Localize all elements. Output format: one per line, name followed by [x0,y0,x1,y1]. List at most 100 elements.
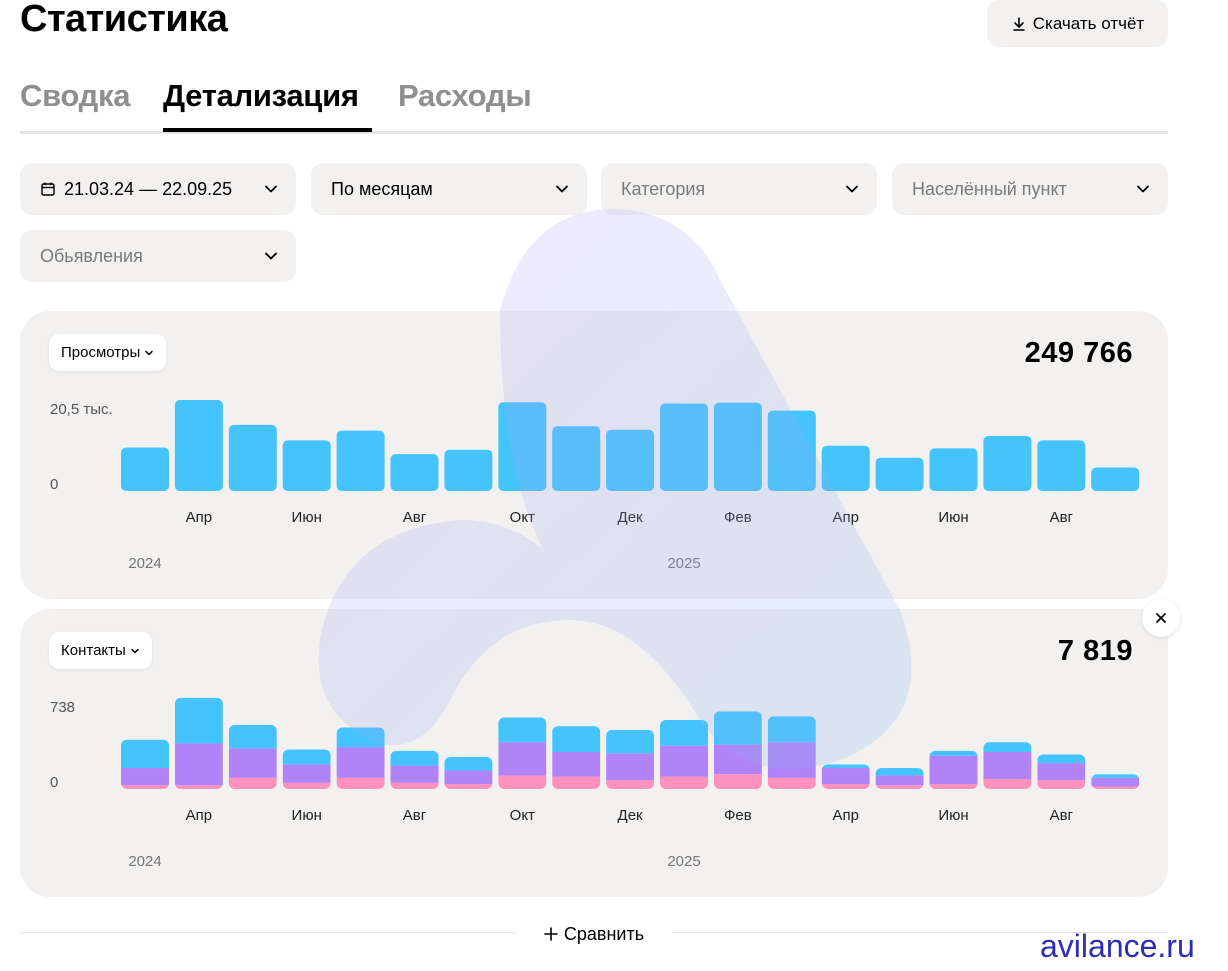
bar-segment [660,776,708,789]
x-tick-label: Июн [292,509,322,526]
download-report-label: Скачать отчёт [1032,13,1145,33]
stacked-bar [660,719,708,789]
bar-segment [121,739,169,769]
bar-segment [228,777,277,789]
bar[interactable] [660,403,708,491]
divider-left [20,932,516,933]
ads-placeholder: Обьявления [40,245,143,266]
bar-segment [821,784,870,789]
download-report-button[interactable]: Скачать отчёт [987,0,1168,47]
tab-expenses[interactable]: Расходы [398,78,532,113]
bar-segment [336,777,385,789]
bar-segment [875,768,924,776]
bar-segment [713,774,762,789]
bar-segment [875,785,924,789]
metric-select-contacts[interactable]: Контакты [49,632,152,669]
bar-segment [606,729,655,754]
x-tick-label: Апр [832,807,858,824]
bar-segment [606,780,655,789]
stacked-bar [1091,774,1140,789]
bar[interactable] [498,402,547,491]
chevron-down-icon [846,185,858,193]
x-tick-label: Дек [618,807,644,824]
x-tick-label: Июн [938,807,968,824]
bar-segment [282,749,331,765]
stacked-bar [875,768,924,789]
x-tick-label: Апр [186,509,212,526]
city-select[interactable]: Населённый пункт [892,163,1168,215]
bar-segment [1091,786,1140,789]
bar[interactable] [606,429,655,491]
metric-label: Просмотры [61,344,141,361]
bar[interactable] [713,402,762,491]
bar[interactable] [121,447,169,491]
tab-summary[interactable]: Сводка [20,78,131,113]
bar[interactable] [228,424,277,491]
bar-segment [444,770,493,785]
metric-select-views[interactable]: Просмотры [49,334,167,371]
stacked-bar [282,749,331,789]
category-select[interactable]: Категория [601,163,877,215]
bar[interactable] [1091,467,1140,491]
bar[interactable] [983,435,1032,491]
bar[interactable] [444,449,493,491]
date-range-select[interactable]: 21.03.24 — 22.09.25 [20,163,296,215]
bar-segment [1037,763,1086,781]
year-label: 2025 [667,555,700,572]
grouping-select[interactable]: По месяцам [311,163,587,215]
bar-segment [228,748,277,778]
bar-segment [929,755,978,785]
bar-segment [552,726,601,753]
chevron-down-icon [131,648,139,654]
chevron-down-icon [145,350,154,356]
y-tick-label: 0 [50,476,58,493]
bar-segment [929,784,978,789]
x-tick-label: Окт [510,807,535,824]
bar[interactable] [929,448,978,491]
bar[interactable] [336,430,385,491]
x-tick-label: Авг [403,807,427,824]
plus-icon [544,927,558,941]
active-tab-indicator [163,128,372,132]
year-label: 2025 [667,853,700,870]
x-tick-label: Фев [724,807,752,824]
bar-segment [552,776,601,789]
bar-segment [121,768,169,786]
y-tick-label: 20,5 тыс. [50,401,113,418]
ads-select[interactable]: Обьявления [20,230,296,282]
compare-button[interactable]: Сравнить [524,921,664,947]
bar-segment [282,764,331,783]
stacked-bar [121,739,169,789]
bar-segment [121,785,169,789]
bar[interactable] [875,457,924,491]
category-placeholder: Категория [621,178,706,199]
stacked-bar [390,750,439,789]
chevron-down-icon [265,252,277,260]
date-range-value: 21.03.24 — 22.09.25 [64,178,233,199]
stacked-bar [713,711,762,789]
stacked-bar [444,756,493,789]
bar-segment [174,697,223,744]
stacked-bar [174,697,223,789]
chevron-down-icon [556,185,568,193]
bar[interactable] [1037,440,1086,491]
bar-segment [498,717,547,743]
bar[interactable] [767,410,816,491]
bar-segment [498,775,547,789]
bar[interactable] [552,426,601,491]
contacts-bar-chart: 738 0 Апр Июн Авг Окт Дек Фев Апр Июн Авг 2024 2025 [50,697,1140,870]
bar[interactable] [390,454,439,491]
bar-segment [498,742,547,776]
bar[interactable] [282,440,331,491]
stacked-bar [606,729,655,789]
metric-label: Контакты [61,642,126,659]
bar[interactable] [174,400,223,491]
remove-chart-button[interactable] [1142,599,1180,637]
calendar-icon [41,182,55,196]
year-label: 2024 [128,555,161,572]
tab-details[interactable]: Детализация [163,78,359,113]
contacts-total: 7 819 [1057,635,1133,667]
bar-segment [336,727,385,748]
bar[interactable] [821,445,870,491]
stacked-bar [767,716,816,789]
